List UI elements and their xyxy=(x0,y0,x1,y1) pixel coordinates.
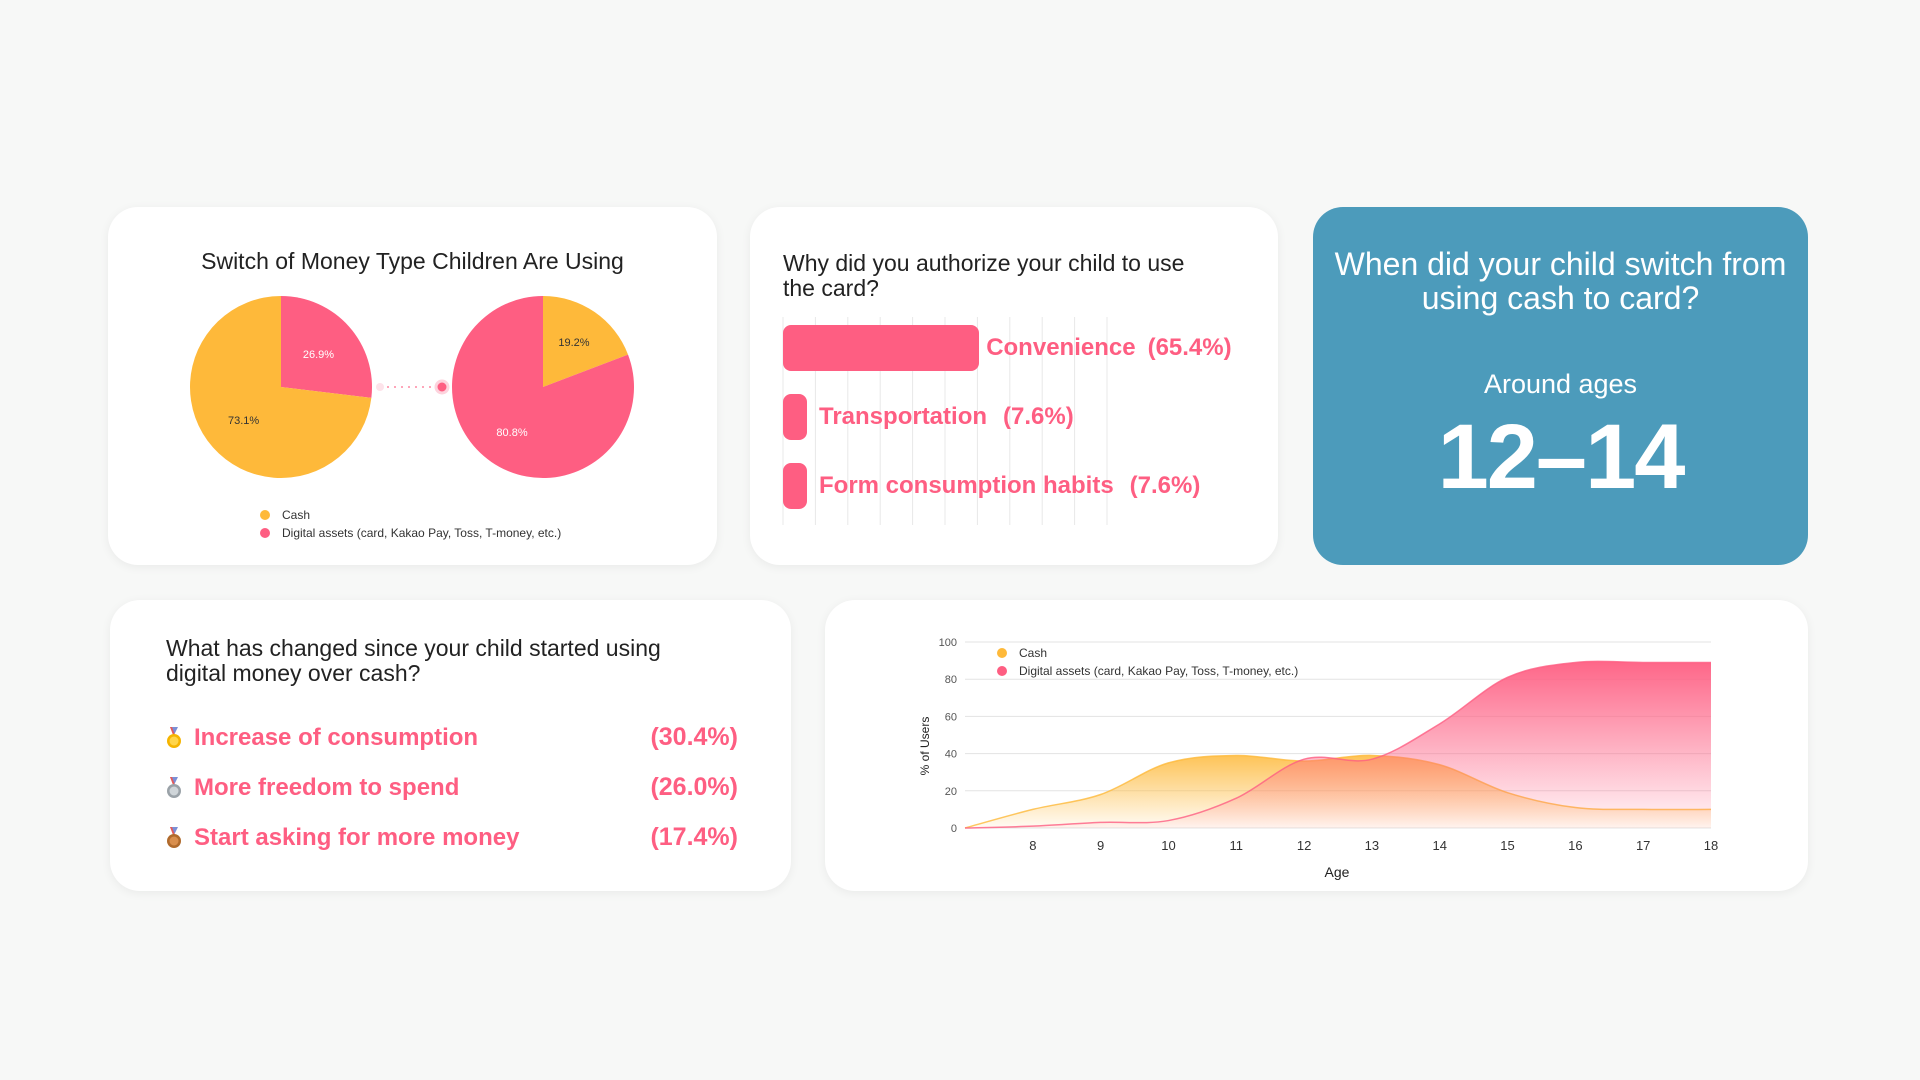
legend-digital-swatch xyxy=(260,528,270,538)
reasons-card: Why did you authorize your child to use … xyxy=(750,207,1278,565)
legend-cash: Cash xyxy=(260,508,310,522)
x-tick-label: 14 xyxy=(1432,838,1446,853)
change-pct: (30.4%) xyxy=(650,723,738,751)
x-tick-label: 10 xyxy=(1161,838,1175,853)
x-tick-label: 12 xyxy=(1297,838,1311,853)
silver-medal-icon xyxy=(167,776,181,798)
x-tick-label: 13 xyxy=(1365,838,1379,853)
pie-slice-label: 26.9% xyxy=(303,349,334,361)
y-tick-label: 60 xyxy=(945,711,957,723)
reason-bar-transportation xyxy=(783,394,807,440)
reasons-card-title: Why did you authorize your child to use … xyxy=(783,250,1185,301)
reason-pct-habits: (7.6%) xyxy=(1129,472,1201,499)
switch-question: When did your child switch from using ca… xyxy=(1334,246,1787,316)
y-tick-label: 40 xyxy=(945,749,957,761)
reason-bar-habits xyxy=(783,463,807,509)
reason-bar-convenience xyxy=(783,325,980,371)
bronze-medal-icon xyxy=(167,826,181,848)
legend-digital-label: Digital assets (card, Kakao Pay, Toss, T… xyxy=(282,526,562,540)
pie-slice-cash xyxy=(190,296,372,479)
change-label: More freedom to spend xyxy=(194,773,460,801)
usage-by-age-card: 0 20 40 60 80 100 8 9 10 11 12 13 14 15 16 17 18 Cash Dig… xyxy=(825,600,1808,891)
change-pct: (26.0%) xyxy=(650,773,738,801)
legend-cash-swatch xyxy=(260,510,270,520)
changes-card-title: What has changed since your child starte… xyxy=(166,635,661,686)
y-axis-label: % of Users xyxy=(918,717,932,776)
pie-slice-digital xyxy=(451,296,634,478)
change-item: Start asking for more money (17.4%) xyxy=(166,823,738,852)
change-label: Start asking for more money xyxy=(194,823,520,851)
legend-digital: Digital assets (card, Kakao Pay, Toss, T… xyxy=(260,526,561,540)
pie-card-title: Switch of Money Type Children Are Using xyxy=(201,248,624,274)
change-pct: (17.4%) xyxy=(650,823,738,851)
reason-label-convenience: Convenience xyxy=(986,334,1136,361)
reason-label-habits: Form consumption habits xyxy=(819,472,1114,499)
y-tick-label: 20 xyxy=(945,786,957,798)
x-tick-label: 8 xyxy=(1029,838,1036,853)
x-tick-label: 9 xyxy=(1097,838,1104,853)
usage-area-chart: 0 20 40 60 80 100 8 9 10 11 12 13 14 15 16 17 18 Cash Dig… xyxy=(918,637,1718,880)
pie-slice-label: 19.2% xyxy=(558,337,589,349)
switch-subtitle: Around ages xyxy=(1483,369,1638,399)
pie-slice-digital xyxy=(281,296,372,398)
switch-age-value: 12–14 xyxy=(1437,406,1686,508)
area-legend-label: Digital assets (card, Kakao Pay, Toss, T… xyxy=(1019,664,1298,678)
reasons-gridlines xyxy=(782,317,1108,525)
area-legend-swatch xyxy=(997,666,1007,676)
area-series-digital xyxy=(965,661,1711,828)
line-series-digital xyxy=(964,660,1711,829)
area-legend-label: Cash xyxy=(1019,646,1047,660)
change-item: More freedom to spend (26.0%) xyxy=(166,773,738,802)
switch-age-card: When did your child switch from using ca… xyxy=(1313,207,1808,565)
reason-pct-convenience: (65.4%) xyxy=(1147,334,1232,361)
x-tick-label: 15 xyxy=(1500,838,1514,853)
reason-pct-transportation: (7.6%) xyxy=(1003,403,1074,430)
pie-connector-end xyxy=(434,379,450,395)
change-item: Increase of consumption (30.4%) xyxy=(166,723,738,752)
pie-slice-label: 80.8% xyxy=(496,427,527,439)
reason-row-convenience: Convenience (65.4%) xyxy=(783,325,1232,371)
y-tick-label: 80 xyxy=(945,674,957,686)
money-type-card: Switch of Money Type Children Are Using … xyxy=(108,207,717,565)
y-tick-label: 0 xyxy=(951,823,957,835)
reason-row-habits: Form consumption habits (7.6%) xyxy=(783,463,1200,509)
change-label: Increase of consumption xyxy=(194,723,479,751)
x-tick-label: 16 xyxy=(1568,838,1582,853)
y-tick-label: 100 xyxy=(939,637,957,649)
reason-label-transportation: Transportation xyxy=(819,403,988,430)
x-tick-label: 18 xyxy=(1704,838,1718,853)
changes-card: What has changed since your child starte… xyxy=(110,600,791,891)
x-axis-label: Age xyxy=(1325,864,1350,880)
legend-cash-label: Cash xyxy=(282,508,311,522)
reason-row-transportation: Transportation (7.6%) xyxy=(783,394,1074,440)
gold-medal-icon xyxy=(167,726,181,748)
area-legend-swatch xyxy=(997,648,1007,658)
pie-connector-start xyxy=(376,383,384,391)
pie-slice-cash xyxy=(543,296,629,387)
x-tick-label: 17 xyxy=(1636,838,1650,853)
x-tick-label: 11 xyxy=(1230,838,1244,853)
pie-charts: 26.9% 73.1% 19.2% 80.8% xyxy=(190,296,634,479)
pie-slice-label: 73.1% xyxy=(228,415,259,427)
